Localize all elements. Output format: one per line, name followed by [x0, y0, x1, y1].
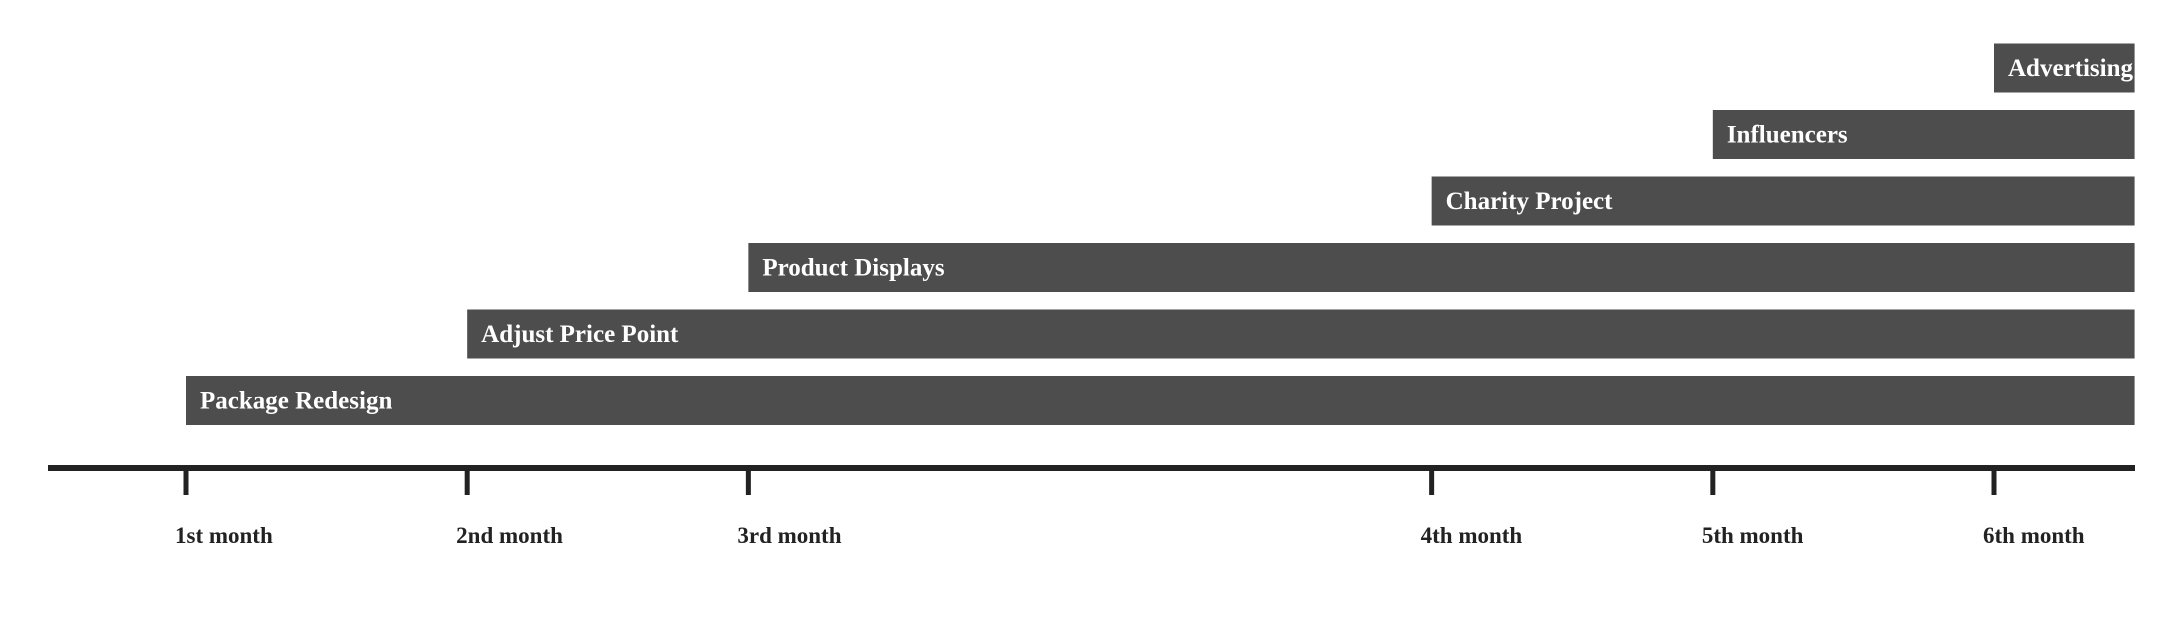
task-bar-influencers: Influencers	[1712, 110, 2135, 159]
tick-label-1st-month: 1st month	[175, 523, 273, 548]
tick-label-4th-month: 4th month	[1421, 523, 1523, 548]
bar-rect-package-redesign	[186, 376, 2135, 425]
task-bar-adjust-price-point: Adjust Price Point	[467, 309, 2135, 359]
bar-rect-advertising	[1994, 43, 2135, 93]
bar-label-influencers: Influencers	[1727, 122, 1848, 149]
task-bar-advertising: Advertising	[1994, 43, 2135, 93]
task-bar-product-displays: Product Displays	[748, 243, 2135, 292]
bar-rect-adjust-price-point	[467, 309, 2135, 359]
bar-label-charity-project: Charity Project	[1446, 188, 1614, 215]
tick-label-6th-month: 6th month	[1983, 523, 2085, 548]
bar-rect-influencers	[1712, 110, 2135, 159]
tick-label-2nd-month: 2nd month	[456, 523, 563, 548]
tick-label-5th-month: 5th month	[1702, 523, 1804, 548]
bar-rect-product-displays	[748, 243, 2135, 292]
tick-label-3rd-month: 3rd month	[737, 523, 841, 548]
task-bar-package-redesign: Package Redesign	[186, 376, 2135, 425]
bar-rect-charity-project	[1431, 176, 2135, 226]
axis-ticks: 1st month 2nd month 3rd month 4th month 5th …	[175, 468, 2085, 548]
task-bars: Package Redesign Adjust Price Point Produc…	[186, 43, 2135, 425]
bar-label-advertising: Advertising	[2008, 55, 2134, 82]
task-bar-charity-project: Charity Project	[1431, 176, 2135, 226]
bar-label-product-displays: Product Displays	[762, 255, 944, 282]
bar-label-package-redesign: Package Redesign	[200, 388, 392, 415]
bar-label-adjust-price-point: Adjust Price Point	[481, 321, 679, 348]
